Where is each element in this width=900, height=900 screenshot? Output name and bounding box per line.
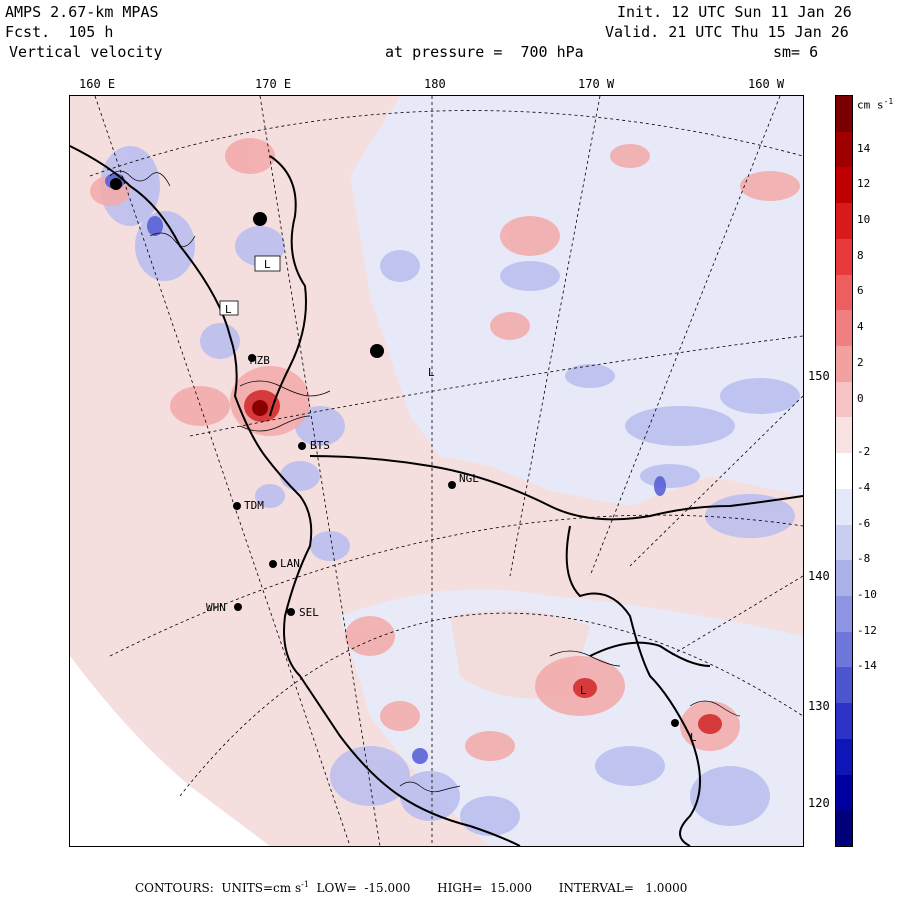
colorbar-tick-label: 6 (857, 284, 864, 298)
lon-label-160e: 160 E (79, 77, 116, 91)
model-title: AMPS 2.67-km MPAS (5, 3, 159, 21)
colorbar-tick-label: 2 (857, 355, 864, 369)
low-marker-1: L (264, 258, 271, 271)
station-label-tdm: TDM (244, 499, 264, 512)
colorbar-segment (836, 738, 852, 776)
colorbar-segment (836, 488, 852, 526)
colorbar-tick-label: 10 (857, 213, 871, 226)
colorbar-tick-label: -14 (857, 659, 877, 673)
contour-interval: INTERVAL= 1.0000 (558, 881, 688, 895)
forecast-hour: Fcst. 105 h (5, 23, 114, 41)
contour-high: HIGH= 15.000 (437, 881, 533, 895)
colorbar-segment (836, 238, 852, 276)
low-marker-5: L (580, 684, 587, 697)
pressure-level: at pressure = 700 hPa (385, 43, 584, 61)
station-label-lan: LAN (280, 557, 300, 570)
field-name: Vertical velocity (9, 43, 163, 61)
lon-label-180: 180 (424, 77, 446, 91)
low-marker-3: L (428, 366, 435, 379)
colorbar-segment (836, 346, 852, 383)
colorbar-tick-label: 8 (857, 248, 864, 262)
low-marker-2: L (225, 303, 232, 316)
lon-label-170w: 170 W (578, 77, 615, 91)
colorbar-segment (836, 810, 852, 847)
colorbar-segment (836, 453, 852, 490)
colorbar-segment (836, 310, 852, 347)
colorbar-tick-label: -6 (857, 516, 871, 530)
station-label-whn: WHN (206, 601, 226, 614)
station-label-ngl: NGL (459, 472, 479, 485)
colorbar (835, 95, 853, 847)
colorbar-tick-label: -12 (857, 623, 877, 637)
low-marker-4: L (690, 731, 697, 744)
colorbar-segment (836, 96, 852, 133)
colorbar-segment (836, 524, 852, 561)
init-time: Init. 12 UTC Sun 11 Jan 26 (617, 3, 852, 21)
lon-label-170e: 170 E (255, 77, 292, 91)
vertical-velocity-field: L L L L L (70, 96, 803, 846)
lon-label-160w: 160 W (748, 77, 785, 91)
colorbar-tick-label: 0 (857, 391, 864, 405)
colorbar-segment (836, 167, 852, 204)
colorbar-segment (836, 596, 852, 633)
colorbar-tick-label: 4 (857, 320, 864, 334)
smoothing: sm= 6 (773, 43, 819, 61)
colorbar-segment (836, 560, 852, 597)
station-label-bts: BTS (310, 439, 330, 452)
colorbar-segment (836, 417, 852, 454)
colorbar-segment (836, 703, 852, 740)
contour-info: CONTOURS: UNITS=cm s-1 LOW= -15.000 HIGH… (135, 880, 688, 895)
colorbar-tick-label: 12 (857, 177, 871, 191)
station-label-mzb: MZB (250, 354, 270, 367)
colorbar-segment (836, 774, 852, 811)
colorbar-segment (836, 131, 852, 168)
colorbar-tick-label: 14 (857, 141, 871, 155)
map-panel[interactable]: L L L L L MZB BTS TDM LAN WHN SEL NGL (69, 95, 804, 847)
contour-low: LOW= -15.000 (316, 881, 411, 895)
colorbar-tick-label: -2 (857, 445, 871, 459)
colorbar-unit: cm s-1 (857, 97, 894, 112)
colorbar-tick-label: -8 (857, 552, 871, 566)
colorbar-segment (836, 631, 852, 668)
colorbar-segment (836, 274, 852, 311)
colorbar-tick-label: -4 (857, 480, 871, 494)
colorbar-segment (836, 203, 852, 240)
contour-units: CONTOURS: UNITS=cm s (135, 881, 302, 895)
colorbar-segment (836, 667, 852, 704)
colorbar-tick-label: -10 (857, 588, 877, 601)
station-label-sel: SEL (299, 606, 319, 619)
colorbar-segment (836, 381, 852, 418)
valid-time: Valid. 21 UTC Thu 15 Jan 26 (605, 23, 849, 41)
